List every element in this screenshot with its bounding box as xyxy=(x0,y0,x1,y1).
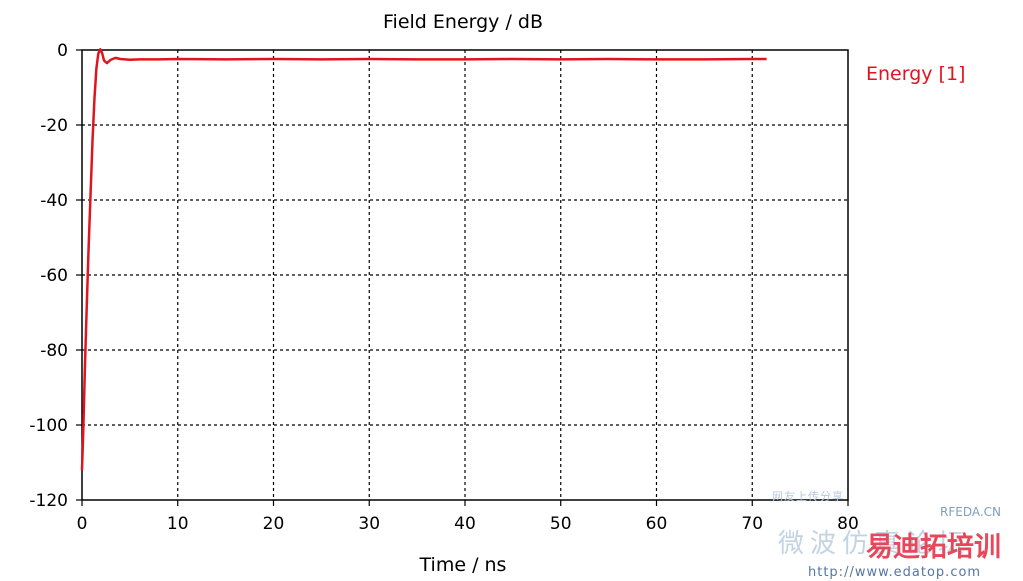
y-tick-label: -80 xyxy=(40,341,68,361)
x-axis-ticks: 0 10 20 30 40 50 60 70 80 xyxy=(77,500,859,534)
x-tick-label: 0 xyxy=(77,514,88,534)
y-axis-ticks: 0 -20 -40 -60 -80 -100 -120 xyxy=(29,41,82,511)
watermark-red-text: 易迪拓培训 xyxy=(866,532,1001,563)
x-tick-label: 80 xyxy=(837,514,859,534)
x-tick-label: 70 xyxy=(741,514,763,534)
watermark-small-text: 网友上传分享 xyxy=(772,489,844,503)
y-tick-label: 0 xyxy=(57,41,68,61)
x-tick-label: 20 xyxy=(263,514,285,534)
series-line-energy xyxy=(80,48,767,471)
y-tick-label: -40 xyxy=(40,191,68,211)
watermark-url: http://www.edatop.com xyxy=(808,565,981,580)
legend-entry-energy: Energy [1] xyxy=(866,63,965,85)
grid-lines xyxy=(82,50,848,500)
x-tick-label: 60 xyxy=(646,514,668,534)
x-tick-label: 40 xyxy=(454,514,476,534)
series-layer xyxy=(80,48,767,471)
chart-title: Field Energy / dB xyxy=(383,11,543,33)
y-tick-label: -20 xyxy=(40,116,68,136)
watermark-cn-text: 微波仿真论坛 xyxy=(778,529,970,559)
x-tick-label: 30 xyxy=(358,514,380,534)
watermark: 网友上传分享 微波仿真论坛 RFEDA.CN 易迪拓培训 http://www.… xyxy=(772,489,1001,580)
y-tick-label: -120 xyxy=(29,491,68,511)
x-tick-label: 10 xyxy=(167,514,189,534)
x-tick-label: 50 xyxy=(550,514,572,534)
y-tick-label: -60 xyxy=(40,266,68,286)
x-axis-label: Time / ns xyxy=(419,554,507,576)
watermark-brand: RFEDA.CN xyxy=(940,505,1001,519)
y-tick-label: -100 xyxy=(29,416,68,436)
